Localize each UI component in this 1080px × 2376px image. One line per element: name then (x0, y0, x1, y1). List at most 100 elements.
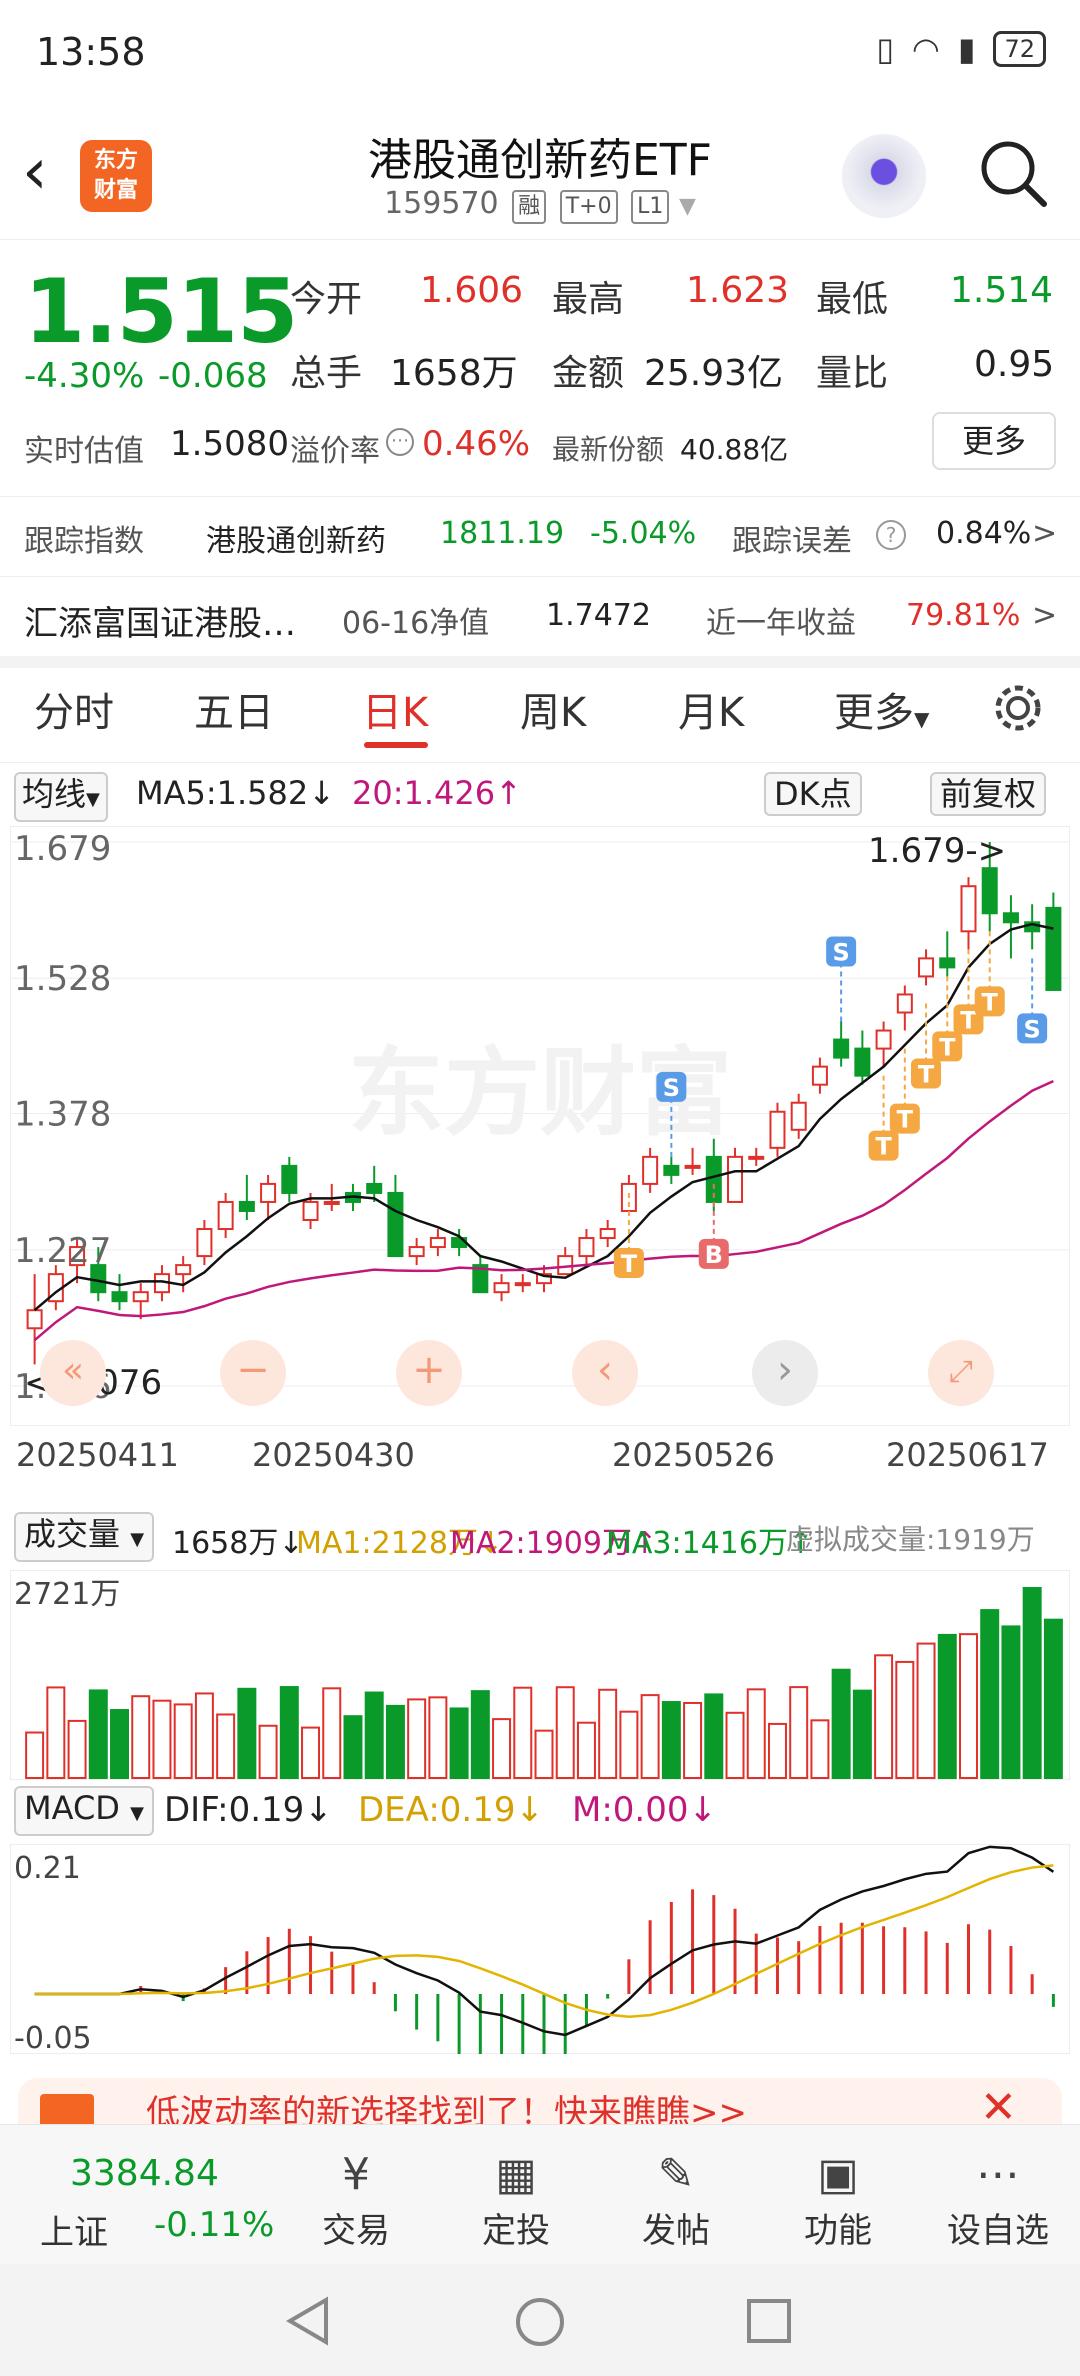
y-tick-label: 1.679 (14, 829, 111, 869)
volume-bar (852, 1689, 872, 1779)
adjust-button[interactable]: 前复权 (930, 772, 1047, 816)
tab-weekly-k[interactable]: 周K (520, 690, 587, 736)
tab-daily-k[interactable]: 日K (362, 690, 429, 736)
chevron-right-icon[interactable]: > (1032, 598, 1058, 633)
y-tick-label: 1.378 (14, 1095, 111, 1135)
watchlist-label: 设自选 (947, 2211, 1049, 2251)
nav-label: 06-16净值 (342, 606, 490, 641)
trade-button[interactable]: ¥ 交易 (296, 2147, 416, 2252)
candle-body (811, 1065, 828, 1086)
nav-recents-icon[interactable] (746, 2298, 792, 2344)
status-bar: 13:58 ▯ ◠ ▮ 72 (0, 0, 1080, 110)
volume-chart[interactable]: 2721万 (10, 1570, 1070, 1780)
info-icon[interactable]: ⋯ (386, 428, 414, 456)
candle-body (408, 1246, 425, 1258)
volume-bar (173, 1703, 193, 1779)
app-logo: 东方 财富 (80, 140, 152, 212)
year-return-label: 近一年收益 (706, 606, 856, 641)
divider (0, 762, 1080, 763)
macd-chart[interactable]: 0.21 -0.05 (10, 1844, 1070, 2054)
signal-badge (826, 936, 857, 967)
volume-bar (980, 1609, 1000, 1779)
vol-ma2-readout: MA2:1909万↑ (450, 1526, 658, 1561)
volume-bar (874, 1654, 894, 1779)
candle-body (981, 867, 998, 915)
ma5-readout: MA5:1.582↓ (136, 774, 335, 812)
zoom-out-icon[interactable]: − (220, 1340, 286, 1406)
tracking-error-label: 跟踪误差 (732, 524, 852, 559)
estimate-label: 实时估值 (24, 434, 144, 469)
candle-body (748, 1155, 765, 1160)
vol-ma2-value: MA2:1909万 (450, 1526, 632, 1561)
vol-ma3-readout: MA3:1416万↑ (606, 1526, 814, 1561)
battery-icon: 72 (993, 31, 1046, 67)
functions-label: 功能 (804, 2211, 872, 2251)
volume-bar (1022, 1587, 1042, 1779)
volume-bar (767, 1722, 787, 1780)
tracking-index-value: 1811.19 (440, 516, 565, 551)
nav-back-icon[interactable] (284, 2296, 332, 2346)
fullscreen-icon[interactable]: ⤢ (928, 1340, 994, 1406)
more-dots-icon: ⋯ (976, 2149, 1020, 2200)
signal-letter: T (875, 1133, 892, 1161)
help-icon[interactable]: ? (876, 520, 906, 550)
volume-bar (1043, 1618, 1063, 1779)
scroll-left-fast-icon[interactable]: « (40, 1340, 106, 1406)
signal-letter: S (832, 939, 849, 967)
open-label: 今开 (290, 279, 363, 320)
more-button[interactable]: 更多 (932, 412, 1056, 470)
volume-bar (343, 1715, 363, 1780)
adjust-label: 前复权 (930, 772, 1047, 816)
watchlist-button[interactable]: ⋯ 设自选 (938, 2147, 1058, 2252)
volume-bar (534, 1729, 554, 1779)
chevron-down-icon: ▼ (914, 707, 930, 731)
zoom-in-icon[interactable]: + (396, 1340, 462, 1406)
fund-name[interactable]: 汇添富国证港股… (24, 604, 296, 644)
wifi-icon: ◠ (911, 30, 940, 68)
macd-selector[interactable]: MACD ▼ (14, 1786, 154, 1836)
header: ‹ 东方 财富 港股通创新药ETF 159570 融 T+0 L1 ▼ (0, 110, 1080, 240)
volume-bar (619, 1710, 639, 1780)
volume-bar (704, 1693, 724, 1779)
settings-gear-icon[interactable] (990, 680, 1046, 736)
scroll-left-icon[interactable]: ‹ (572, 1340, 638, 1406)
tab-more[interactable]: 更多▼ (834, 680, 929, 738)
ma20-line (33, 1079, 1054, 1342)
volume-selector[interactable]: 成交量 ▼ (14, 1512, 155, 1562)
volume-bar (301, 1726, 321, 1780)
search-icon[interactable] (978, 138, 1048, 208)
volume-bar (67, 1719, 87, 1779)
ma-selector[interactable]: 均线▼ (14, 772, 108, 822)
high-value: 1.623 (686, 270, 790, 311)
dif-value: DIF:0.19 (164, 1790, 305, 1830)
volume-bar (810, 1719, 830, 1780)
amount-value: 25.93亿 (644, 353, 784, 394)
tab-monthly-k[interactable]: 月K (678, 690, 745, 736)
back-icon[interactable]: ‹ (22, 135, 48, 209)
index-name: 上证 (40, 2213, 108, 2253)
invest-plan-button[interactable]: ▦ 定投 (456, 2147, 576, 2252)
x-tick-4: 20250617 (886, 1436, 1049, 1474)
candle-body (132, 1291, 149, 1303)
chevron-right-icon[interactable]: > (1032, 516, 1058, 551)
nav-home-icon[interactable] (514, 2296, 566, 2348)
candle-body (175, 1264, 192, 1276)
volume-bar (46, 1686, 66, 1779)
candle-body (238, 1200, 255, 1212)
tab-intraday[interactable]: 分时 (34, 690, 114, 736)
dea-line (34, 1864, 1054, 2019)
assistant-robot-icon[interactable] (842, 134, 926, 218)
scroll-right-icon[interactable]: › (752, 1340, 818, 1406)
signal-letter: T (621, 1250, 638, 1278)
tab-five-day[interactable]: 五日 (194, 690, 274, 736)
chevron-down-icon[interactable]: ▼ (678, 194, 696, 219)
volume-selector-label: 成交量 (24, 1515, 121, 1553)
tracking-index-name[interactable]: 港股通创新药 (206, 524, 386, 559)
index-value[interactable]: 3384.84 (70, 2153, 219, 2194)
post-button[interactable]: ✎ 发帖 (616, 2147, 736, 2252)
signal-badge (932, 1031, 963, 1062)
dk-point-button[interactable]: DK点 (764, 772, 862, 816)
x-tick-3: 20250526 (612, 1436, 775, 1474)
functions-button[interactable]: ▣ 功能 (778, 2147, 898, 2252)
